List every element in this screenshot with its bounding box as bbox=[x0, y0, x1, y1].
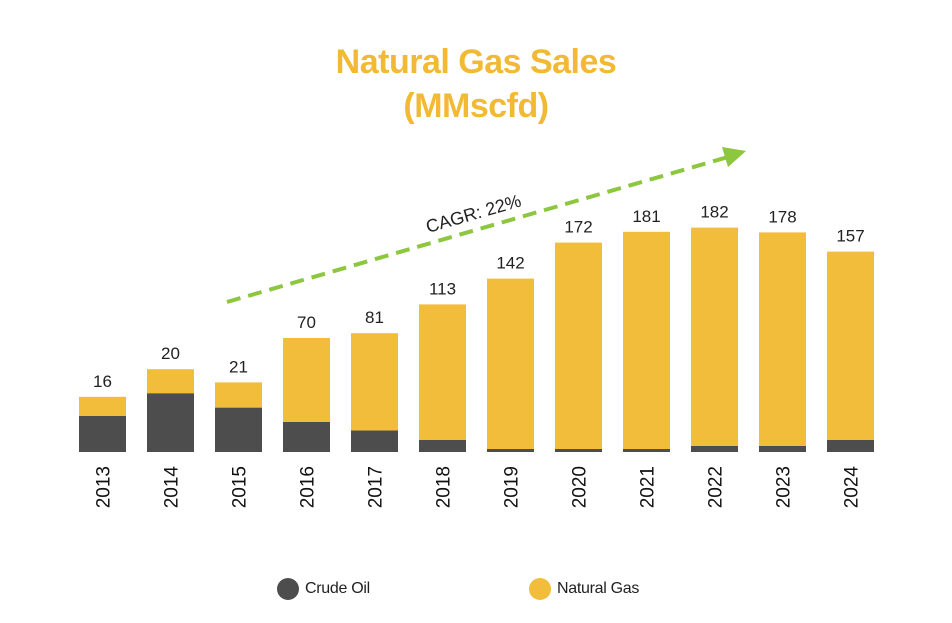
legend-item-crude-oil: Crude Oil bbox=[277, 578, 370, 600]
crude-oil-bar-2023 bbox=[759, 446, 806, 452]
natural-gas-bar-2016 bbox=[283, 338, 330, 422]
crude-oil-bar-2015 bbox=[215, 407, 262, 452]
data-label-2024: 157 bbox=[836, 227, 864, 246]
natural-gas-bar-2019 bbox=[487, 278, 534, 449]
natural-gas-bar-2020 bbox=[555, 242, 602, 449]
legend-item-natural-gas: Natural Gas bbox=[529, 578, 639, 600]
cagr-arrow-head bbox=[722, 147, 746, 167]
legend-label-crude-oil: Crude Oil bbox=[305, 580, 370, 597]
natural-gas-bar-2023 bbox=[759, 232, 806, 446]
legend-label-natural-gas: Natural Gas bbox=[557, 580, 640, 597]
data-label-2020: 172 bbox=[564, 218, 592, 237]
natural-gas-bar-2024 bbox=[827, 251, 874, 440]
data-label-2021: 181 bbox=[632, 207, 660, 226]
data-label-2018: 113 bbox=[429, 279, 456, 298]
x-tick-label-2023: 2023 bbox=[774, 466, 795, 508]
crude-oil-bar-2020 bbox=[555, 449, 602, 452]
natural-gas-bar-2015 bbox=[215, 382, 262, 408]
natural-gas-bar-2014 bbox=[147, 369, 194, 394]
natural-gas-swatch-icon bbox=[529, 578, 551, 600]
crude-oil-bar-2019 bbox=[487, 449, 534, 452]
x-tick-label-2014: 2014 bbox=[162, 466, 183, 509]
crude-oil-bar-2013 bbox=[79, 416, 126, 452]
data-label-2017: 81 bbox=[365, 308, 384, 327]
crude-oil-bar-2016 bbox=[283, 422, 330, 452]
cagr-annotation: CAGR: 22% bbox=[424, 191, 524, 237]
crude-oil-bar-2024 bbox=[827, 440, 874, 452]
x-tick-label-2017: 2017 bbox=[366, 466, 387, 508]
natural-gas-bar-2017 bbox=[351, 333, 398, 431]
chart-title: Natural Gas Sales (MMscfd) bbox=[0, 40, 952, 128]
chart-title-units: (MMscfd) bbox=[403, 87, 549, 125]
data-label-2016: 70 bbox=[297, 313, 316, 332]
data-label-2023: 178 bbox=[768, 207, 796, 226]
x-tick-label-2021: 2021 bbox=[638, 466, 659, 508]
crude-oil-bar-2014 bbox=[147, 393, 194, 452]
data-label-2022: 182 bbox=[700, 203, 728, 222]
natural-gas-bar-2021 bbox=[623, 231, 670, 449]
natural-gas-bar-2022 bbox=[691, 227, 738, 446]
x-tick-label-2018: 2018 bbox=[434, 466, 455, 508]
x-tick-label-2019: 2019 bbox=[502, 466, 523, 508]
x-tick-label-2013: 2013 bbox=[94, 466, 115, 508]
crude-oil-bar-2017 bbox=[351, 430, 398, 452]
crude-oil-bar-2022 bbox=[691, 446, 738, 452]
x-tick-label-2016: 2016 bbox=[298, 466, 319, 508]
data-label-2014: 20 bbox=[161, 344, 180, 363]
natural-gas-bar-2013 bbox=[79, 396, 126, 416]
data-label-2015: 21 bbox=[229, 357, 248, 376]
natural-gas-bar-2018 bbox=[419, 304, 466, 440]
crude-oil-swatch-icon bbox=[277, 578, 299, 600]
data-label-2013: 16 bbox=[93, 372, 112, 391]
x-tick-label-2015: 2015 bbox=[230, 466, 251, 508]
x-tick-label-2020: 2020 bbox=[570, 466, 591, 508]
crude-oil-bar-2018 bbox=[419, 440, 466, 452]
crude-oil-bar-2021 bbox=[623, 449, 670, 452]
data-label-2019: 142 bbox=[496, 254, 524, 273]
x-tick-label-2022: 2022 bbox=[706, 466, 727, 508]
x-tick-label-2024: 2024 bbox=[842, 466, 863, 509]
chart-title-main: Natural Gas Sales bbox=[335, 43, 617, 81]
